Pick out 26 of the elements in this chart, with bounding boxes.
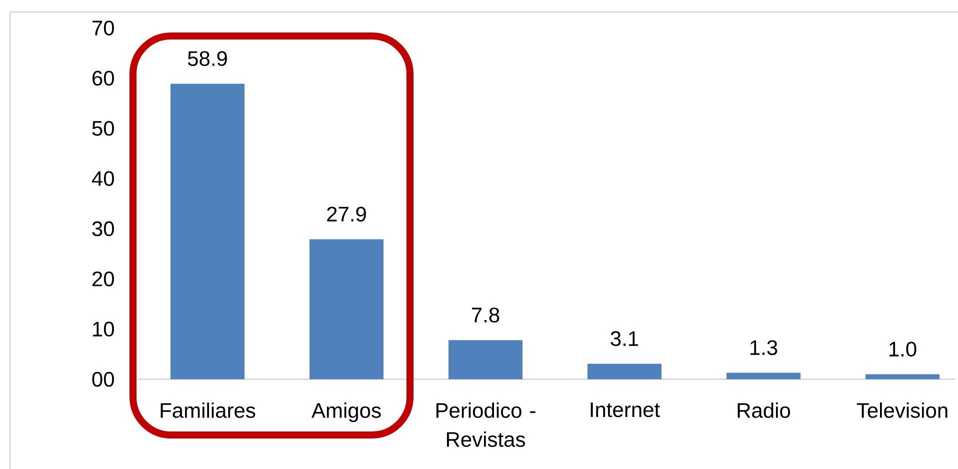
x-tick-label: Television xyxy=(856,402,948,418)
bar xyxy=(588,364,662,380)
data-label: 1.3 xyxy=(750,340,778,356)
bar xyxy=(866,374,940,380)
x-tick-label: Amigos xyxy=(312,402,381,422)
x-tick-label: Internet xyxy=(590,402,660,418)
y-tick-label: 50 xyxy=(92,120,114,136)
data-label: 3.1 xyxy=(610,331,638,346)
x-tick-label: Radio xyxy=(738,402,790,418)
bar xyxy=(170,84,245,380)
x-tick-label: Periodico - Revistas xyxy=(436,402,536,447)
x-tick-label: Familiares xyxy=(160,402,256,418)
y-tick-label: 20 xyxy=(92,271,114,286)
y-tick-label: 40 xyxy=(92,171,114,186)
data-label: 1.0 xyxy=(890,342,916,357)
bar xyxy=(726,372,801,380)
bar xyxy=(310,239,384,380)
y-tick-label: 70 xyxy=(92,20,114,36)
y-tick-label: 00 xyxy=(92,372,114,387)
y-tick-label: 10 xyxy=(93,322,114,337)
data-label: 58.9 xyxy=(188,51,227,66)
data-label: 27.9 xyxy=(327,206,366,222)
y-tick-label: 30 xyxy=(92,221,114,236)
data-label: 7.8 xyxy=(472,308,500,322)
y-tick-label: 60 xyxy=(92,70,114,86)
bar xyxy=(448,340,523,380)
